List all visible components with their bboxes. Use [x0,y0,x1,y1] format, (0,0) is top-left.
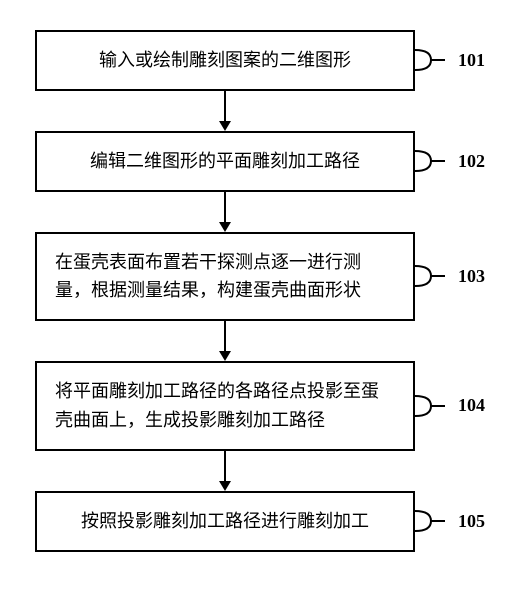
step-text: 编辑二维图形的平面雕刻加工路径 [90,147,360,176]
step-box-102: 编辑二维图形的平面雕刻加工路径 [35,131,415,192]
flow-step: 输入或绘制雕刻图案的二维图形 101 [0,30,522,91]
bracket-icon [415,390,450,422]
flow-step: 将平面雕刻加工路径的各路径点投影至蛋壳曲面上，生成投影雕刻加工路径 104 [0,361,522,451]
step-box-104: 将平面雕刻加工路径的各路径点投影至蛋壳曲面上，生成投影雕刻加工路径 [35,361,415,451]
step-label: 104 [458,395,485,416]
flow-arrow [0,451,522,491]
step-text: 将平面雕刻加工路径的各路径点投影至蛋壳曲面上，生成投影雕刻加工路径 [55,377,395,435]
flow-arrow [0,321,522,361]
flowchart-container: 输入或绘制雕刻图案的二维图形 101 编辑二维图形的平面雕刻加工路径 102 [0,0,522,607]
arrow-down-icon [215,321,235,361]
step-label: 101 [458,50,485,71]
step-text: 在蛋壳表面布置若干探测点逐一进行测量，根据测量结果，构建蛋壳曲面形状 [55,248,395,306]
step-text: 输入或绘制雕刻图案的二维图形 [99,46,351,75]
bracket-icon [415,505,450,537]
bracket-icon [415,145,450,177]
step-label: 105 [458,511,485,532]
flow-step: 在蛋壳表面布置若干探测点逐一进行测量，根据测量结果，构建蛋壳曲面形状 103 [0,232,522,322]
flow-step: 编辑二维图形的平面雕刻加工路径 102 [0,131,522,192]
bracket-icon [415,260,450,292]
arrow-down-icon [215,451,235,491]
step-label: 102 [458,151,485,172]
bracket-icon [415,44,450,76]
flow-arrow [0,192,522,232]
arrow-down-icon [215,91,235,131]
step-text: 按照投影雕刻加工路径进行雕刻加工 [81,507,369,536]
flow-step: 按照投影雕刻加工路径进行雕刻加工 105 [0,491,522,552]
step-box-101: 输入或绘制雕刻图案的二维图形 [35,30,415,91]
step-box-103: 在蛋壳表面布置若干探测点逐一进行测量，根据测量结果，构建蛋壳曲面形状 [35,232,415,322]
step-box-105: 按照投影雕刻加工路径进行雕刻加工 [35,491,415,552]
step-label: 103 [458,266,485,287]
flow-arrow [0,91,522,131]
arrow-down-icon [215,192,235,232]
